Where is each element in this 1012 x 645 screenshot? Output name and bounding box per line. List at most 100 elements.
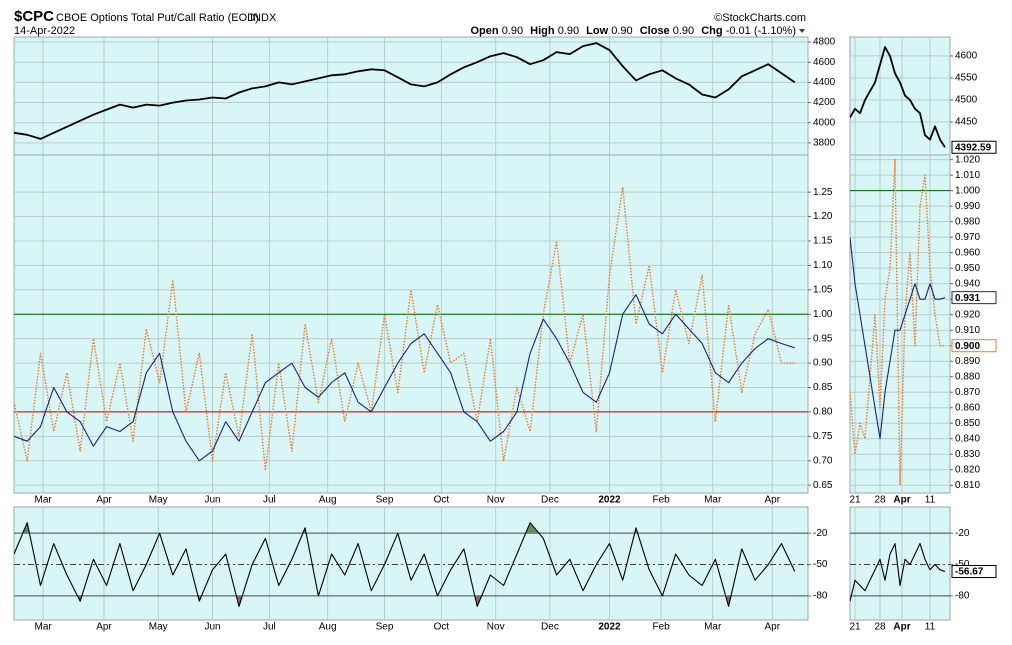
exchange: INDX [250, 12, 277, 24]
quote-value: -0.01 (-1.10%) [726, 25, 796, 37]
y-tick-label: 4600 [813, 57, 836, 68]
y-tick-label: 1.020 [955, 154, 980, 165]
y-tick-label: 0.70 [813, 455, 833, 466]
plot-layer [850, 37, 950, 155]
x-tick-label: Nov [487, 495, 505, 506]
x-tick-label: Mar [34, 622, 52, 633]
end-label-box [951, 565, 997, 579]
y-tick-label: 4200 [813, 97, 836, 108]
end-label-box [951, 339, 997, 353]
x-tick-label: Aug [319, 495, 337, 506]
end-label-box [951, 140, 997, 154]
x-tick-label: Apr [764, 495, 780, 506]
y-tick-label: 0.820 [955, 464, 980, 475]
y-tick-label: 1.05 [813, 284, 833, 295]
x-tick-label: 21 [849, 622, 861, 633]
y-tick-label: 1.20 [813, 211, 833, 222]
y-tick-label: 1.15 [813, 236, 833, 247]
threshold-fill [77, 595, 732, 607]
x-tick-label: Aug [319, 622, 337, 633]
x-tick-label: 11 [925, 495, 936, 506]
x-tick-label: Jul [263, 622, 276, 633]
x-tick-label: Feb [652, 622, 670, 633]
x-tick-label: Oct [434, 495, 450, 506]
y-tick-label: 1.000 [955, 185, 980, 196]
x-tick-label: Mar [704, 495, 722, 506]
quote-value: 0.90 [611, 25, 632, 37]
plot-area [849, 154, 951, 494]
y-tick-label: -20 [955, 528, 970, 539]
plot-area [13, 154, 809, 494]
plot-area [849, 36, 951, 156]
y-tick-label: 0.95 [813, 333, 833, 344]
plot-layer [14, 507, 808, 620]
y-tick-label: 0.990 [955, 201, 980, 212]
x-tick-label: Apr [96, 495, 112, 506]
y-tick-label: -50 [955, 559, 970, 570]
y-tick-label: 0.830 [955, 449, 980, 460]
x-tick-label: Apr [764, 622, 780, 633]
y-tick-label: 0.840 [955, 433, 980, 444]
x-tick-label: Oct [434, 622, 450, 633]
x-tick-label: 2022 [598, 495, 621, 506]
plot-layer [14, 155, 808, 493]
y-tick-label: 4500 [955, 95, 978, 106]
x-tick-label: 11 [925, 622, 936, 633]
y-tick-label: 4000 [813, 117, 836, 128]
x-tick-label: Jun [204, 622, 220, 633]
y-tick-label: 0.980 [955, 216, 980, 227]
y-tick-label: 0.960 [955, 247, 980, 258]
plot-area [849, 506, 951, 621]
y-tick-label: 0.920 [955, 309, 980, 320]
index-name: CBOE Options Total Put/Call Ratio (EOD) [56, 12, 259, 24]
y-tick-label: -80 [955, 591, 970, 602]
x-tick-label: Dec [541, 622, 559, 633]
series-line [14, 186, 795, 472]
y-tick-label: 1.010 [955, 170, 980, 181]
y-tick-label: 0.870 [955, 387, 980, 398]
quote-value: 0.90 [558, 25, 579, 37]
y-tick-label: 0.810 [955, 480, 980, 491]
series-line [850, 543, 946, 602]
series-line [850, 46, 946, 148]
x-tick-label: Jul [263, 495, 276, 506]
series-line [14, 522, 796, 607]
y-tick-label: 0.880 [955, 371, 980, 382]
x-tick-label: Sep [376, 622, 394, 633]
y-tick-label: 1.25 [813, 187, 833, 198]
x-tick-label: Dec [541, 495, 559, 506]
quote-value: 0.90 [673, 25, 694, 37]
menu-arrow[interactable] [799, 29, 805, 33]
y-tick-label: 0.910 [955, 325, 980, 336]
end-label: 0.931 [955, 293, 980, 304]
x-tick-label: Nov [487, 622, 505, 633]
y-tick-label: 1.00 [813, 309, 833, 320]
y-tick-label: -20 [813, 528, 828, 539]
plot-layer [850, 507, 950, 620]
y-tick-label: 0.75 [813, 431, 833, 442]
x-tick-label: May [149, 495, 168, 506]
y-tick-label: 4400 [813, 77, 836, 88]
x-tick-label: 2022 [598, 622, 621, 633]
y-tick-label: 0.940 [955, 278, 980, 289]
symbol: $CPC [14, 8, 54, 25]
series-line [850, 237, 946, 440]
plot-layer [850, 155, 950, 493]
x-tick-label: Mar [34, 495, 52, 506]
x-tick-label: Feb [652, 495, 670, 506]
y-tick-label: -50 [813, 559, 828, 570]
y-tick-label: 4600 [955, 51, 978, 62]
quote-label: High [530, 25, 555, 37]
x-tick-label: Apr [96, 622, 112, 633]
y-tick-label: 3800 [813, 138, 836, 149]
quote-label: Chg [701, 25, 722, 37]
credit: ©StockCharts.com [714, 12, 806, 24]
x-tick-label: Mar [704, 622, 722, 633]
x-tick-label: 28 [874, 622, 886, 633]
x-tick-label: Sep [376, 495, 394, 506]
quote-label: Low [586, 25, 608, 37]
y-tick-label: 0.890 [955, 356, 980, 367]
y-tick-label: 0.850 [955, 418, 980, 429]
x-tick-label: 28 [874, 495, 886, 506]
